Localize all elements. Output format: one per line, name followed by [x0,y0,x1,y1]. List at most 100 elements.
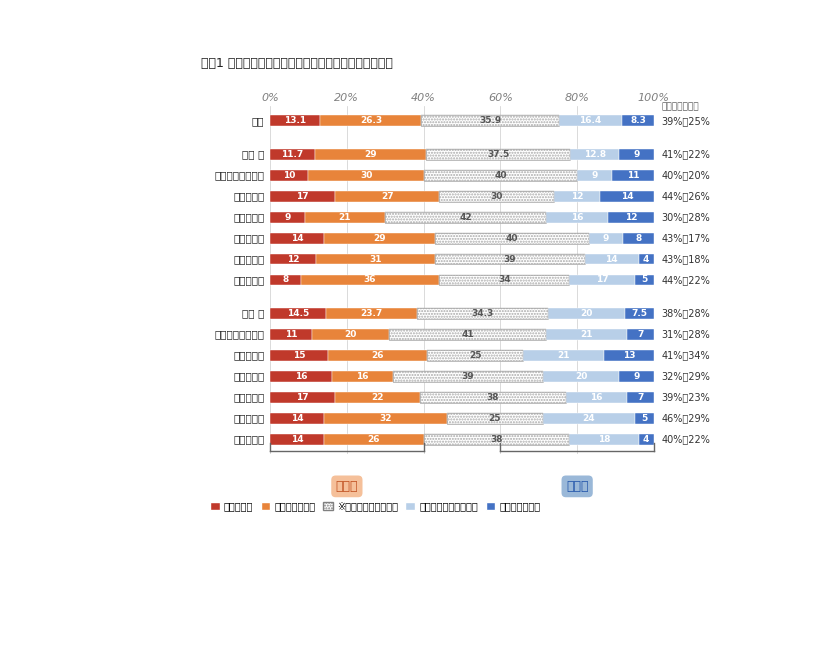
Text: 8: 8 [635,233,642,242]
Text: 14.5: 14.5 [286,309,309,318]
Text: 20: 20 [575,372,587,381]
Bar [270,149,315,160]
Bar [435,254,585,265]
Text: 14: 14 [291,413,303,423]
Text: 11.7: 11.7 [281,150,304,159]
Bar [270,212,305,222]
Bar [523,350,604,361]
Bar [439,190,554,202]
Text: 女性５０代: 女性５０代 [234,392,265,402]
Text: 24: 24 [582,413,595,423]
Text: 7: 7 [638,330,643,339]
Text: 『図1 いくつになっても夢を追い続けていたいと思う』: 『図1 いくつになっても夢を追い続けていたいと思う』 [201,57,393,70]
Legend: 当てはまる, やや当てはまる, ※どちらとも言えない, あまり当てはまらない, 当てはまらない: 当てはまる, やや当てはまる, ※どちらとも言えない, あまり当てはまらない, … [206,497,544,515]
Bar [270,350,328,361]
Bar [604,350,654,361]
Text: 11: 11 [285,330,297,339]
Bar [335,392,420,402]
Text: 20: 20 [344,330,357,339]
Bar [435,233,589,244]
Text: 女性７０代: 女性７０代 [234,434,265,444]
Bar [308,170,423,181]
Text: 26: 26 [371,351,384,360]
Bar [435,233,589,244]
Bar [447,413,543,424]
Bar [570,434,638,445]
Bar [328,350,428,361]
Bar [439,274,570,285]
Text: 17: 17 [297,192,309,201]
Bar [270,413,324,424]
Text: 39: 39 [461,372,474,381]
Text: 女性１８－２９歳: 女性１８－２９歳 [214,330,265,339]
Text: 41: 41 [461,330,474,339]
Text: 37.5: 37.5 [487,150,509,159]
Text: 34: 34 [498,276,511,285]
Bar [423,434,570,445]
Bar [427,149,570,160]
Bar [423,170,577,181]
Text: 20: 20 [580,309,593,318]
Text: 43%／18%: 43%／18% [662,254,710,264]
Text: 17: 17 [297,393,309,402]
Text: 5: 5 [641,276,648,285]
Bar [547,212,608,222]
Text: 38: 38 [491,435,503,443]
Bar [386,212,547,222]
Text: 女性３０代: 女性３０代 [234,350,265,360]
Text: 7.5: 7.5 [632,309,648,318]
Bar [565,392,627,402]
Text: 16: 16 [295,372,307,381]
Text: 35.9: 35.9 [479,116,501,125]
Bar [638,254,654,265]
Text: 40: 40 [494,171,507,180]
Text: 女性６０代: 女性６０代 [234,413,265,423]
Text: 肯定派: 肯定派 [336,480,358,493]
Bar [324,233,435,244]
Bar [326,308,417,319]
Text: 14: 14 [606,255,618,263]
Text: 22: 22 [371,393,384,402]
Text: 全体: 全体 [252,116,265,126]
Bar [422,115,559,126]
Text: 29: 29 [373,233,386,242]
Text: 21: 21 [339,213,351,222]
Bar [439,190,554,202]
Text: 肯定派／否定派: 肯定派／否定派 [662,103,699,112]
Text: 否定派: 否定派 [566,480,588,493]
Text: 18: 18 [598,435,611,443]
Text: 41%／34%: 41%／34% [662,350,710,360]
Bar [612,170,654,181]
Text: 16: 16 [590,393,602,402]
Text: 男性 計: 男性 計 [242,150,265,159]
Text: 12: 12 [571,192,584,201]
Bar [554,190,600,202]
Text: 8.3: 8.3 [630,116,646,125]
Text: 13.1: 13.1 [284,116,307,125]
Bar [589,233,623,244]
Text: 39%／23%: 39%／23% [662,392,711,402]
Text: 39%／25%: 39%／25% [662,116,711,126]
Bar [270,329,312,340]
Text: 21: 21 [580,330,593,339]
Text: 46%／29%: 46%／29% [662,413,711,423]
Bar [270,392,335,402]
Bar [547,329,627,340]
Text: 38%／28%: 38%／28% [662,309,711,318]
Bar [422,115,559,126]
Bar [423,170,577,181]
Bar [417,308,549,319]
Text: 9: 9 [603,233,609,242]
Text: 女性 計: 女性 計 [242,309,265,318]
Text: 男性５０代: 男性５０代 [234,233,265,243]
Bar [417,308,549,319]
Text: 43%／17%: 43%／17% [662,233,711,243]
Text: 30: 30 [360,171,372,180]
Bar [619,371,654,382]
Bar [635,274,654,285]
Bar [270,274,301,285]
Text: 5: 5 [641,413,648,423]
Bar [335,190,439,202]
Bar [638,434,654,445]
Bar [315,149,427,160]
